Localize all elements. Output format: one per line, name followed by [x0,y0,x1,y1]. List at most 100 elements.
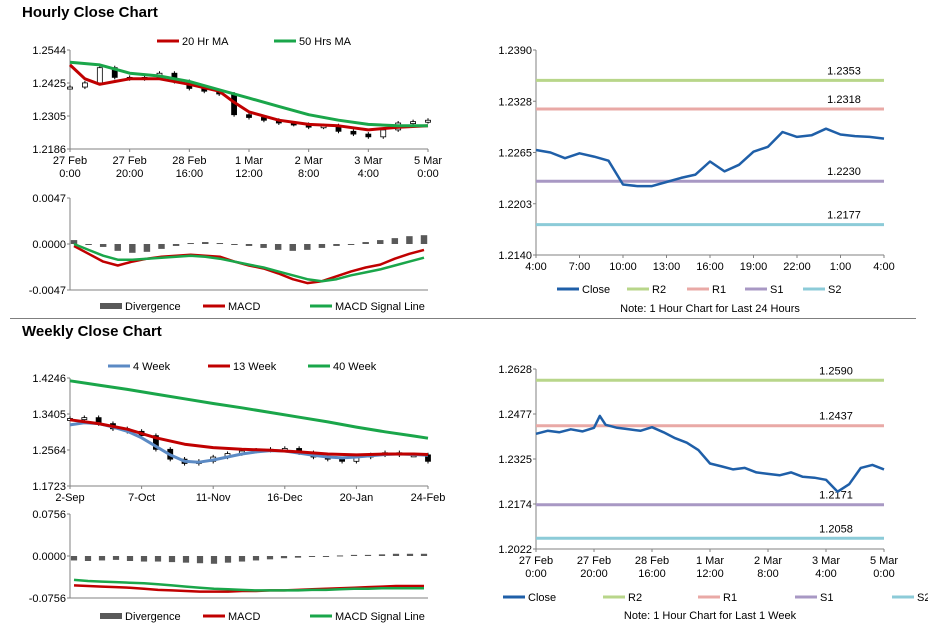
weekly_pivots-x-tick-label: 3 Mar [812,555,840,567]
weekly_pivots-y-tick-label: 1.2174 [498,499,532,511]
divergence-bar [322,556,330,557]
weekly_pivots-y-tick-label: 1.2628 [498,364,532,376]
hourly_price-x-tick-label: 8:00 [298,168,319,180]
hourly_price-x-tick-label: 20:00 [116,168,144,180]
level-label-r2: 1.2590 [819,365,853,377]
divergence-bar [182,556,190,563]
divergence-bar [266,556,274,560]
hourly_pivots-x-tick-label: 13:00 [653,261,681,273]
legend-20-hr-ma-label: 20 Hr MA [182,36,229,48]
divergence-bar [187,243,194,245]
weekly_pivots-x-tick-label: 27 Feb [519,555,553,567]
hourly_macd-y-tick-label: -0.0047 [29,285,66,297]
weekly_pivots-x-tick-label: 4:00 [815,568,836,580]
hourly_price-x-tick-label: 3 Mar [354,155,382,167]
candle-body [246,114,252,118]
divergence-bar [308,556,316,557]
hourly_macd-y-tick-label: 0.0000 [32,239,66,251]
divergence-bar [129,244,136,253]
hourly_pivots-x-tick-label: 16:00 [696,261,724,273]
divergence-bar [70,556,78,561]
weekly_price-x-tick-label: 2-Sep [55,492,84,504]
hourly-section-title: Hourly Close Chart [22,4,158,21]
weekly_pivots-x-tick-label: 0:00 [525,568,546,580]
divergence-bar [420,553,428,556]
weekly_price-y-tick-label: 1.2564 [32,445,66,457]
candle-body [350,130,357,135]
hourly_price-x-tick-label: 12:00 [235,168,263,180]
hourly_pivots-x-tick-label: 7:00 [569,261,590,273]
weekly_pivots-x-tick-label: 20:00 [580,568,608,580]
legend-s1-label: S1 [770,284,783,296]
legend-4-week-label: 4 Week [133,361,171,373]
divergence-bar [140,556,148,562]
hourly_pivots-y-tick-label: 1.2265 [498,148,532,160]
level-label-s2: 1.2177 [827,210,861,222]
divergence-bar [231,244,238,245]
legend-r1-label: R1 [723,592,737,604]
divergence-bar [420,235,428,244]
hourly_pivots-y-tick-label: 1.2140 [498,250,532,262]
candle-body [67,86,73,90]
weekly_pivots-x-tick-label: 16:00 [638,568,666,580]
legend-13-week-label: 13 Week [233,361,277,373]
divergence-bar [98,556,106,561]
divergence-bar [168,556,176,563]
divergence-bar [84,556,92,561]
legend-r2-label: R2 [652,284,666,296]
hourly_pivots-x-tick-label: 4:00 [525,261,546,273]
legend-r2-label: R2 [628,592,642,604]
hourly_price-y-tick-label: 1.2425 [32,78,66,90]
weekly_pivots-x-tick-label: 5 Mar [870,555,898,567]
hourly_pivots-y-tick-label: 1.2203 [498,199,532,211]
weekly_pivots-x-tick-label: 27 Feb [577,555,611,567]
level-label-r2: 1.2353 [827,65,861,77]
weekly_pivots-series-close [535,414,885,493]
weekly_price-x-tick-label: 7-Oct [128,492,155,504]
divergence-bar [406,236,413,244]
divergence-bar [210,556,218,564]
hourly_macd-y-tick-label: 0.0047 [32,193,66,205]
legend-50-hrs-ma-label: 50 Hrs MA [299,36,352,48]
hourly_pivots-x-tick-label: 1:00 [830,261,851,273]
candle-body [365,133,372,138]
weekly_pivots-x-tick-label: 0:00 [873,568,894,580]
legend-r1-label: R1 [712,284,726,296]
hourly_price-x-tick-label: 0:00 [417,168,438,180]
divergence-bar [252,556,260,561]
weekly_price-x-tick-label: 24-Feb [411,492,446,504]
divergence-bar [245,244,253,246]
hourly_price-x-tick-label: 27 Feb [113,155,147,167]
divergence-bar [336,555,344,557]
divergence-bar [406,553,414,556]
hourly_pivots-x-tick-label: 22:00 [783,261,811,273]
level-label-r1: 1.2318 [827,94,861,106]
candle-body [81,417,88,421]
candle-body [153,435,159,450]
candle-body [425,119,431,123]
hourly_price-x-tick-label: 27 Feb [53,155,87,167]
divergence-bar [158,244,165,249]
hourly_pivots-x-tick-label: 19:00 [740,261,768,273]
hourly_pivots-note: Note: 1 Hour Chart for Last 24 Hours [620,303,800,315]
legend-macd-signal-line-label: MACD Signal Line [335,611,425,623]
weekly-section-title: Weekly Close Chart [22,323,162,340]
divergence-bar [392,553,400,556]
divergence-bar [362,242,369,244]
weekly_pivots-y-tick-label: 1.2022 [498,544,532,556]
legend-close-label: Close [582,284,610,296]
divergence-bar [99,244,107,247]
divergence-bar [202,242,209,244]
weekly_pivots-y-tick-label: 1.2477 [498,409,532,421]
hourly_pivots-y-tick-label: 1.2328 [498,96,532,108]
weekly_pivots-x-tick-label: 1 Mar [696,555,724,567]
hourly_price-y-tick-label: 1.2186 [32,144,66,156]
weekly_pivots-x-tick-label: 8:00 [757,568,778,580]
divergence-bar [364,554,372,556]
divergence-bar [274,244,282,250]
weekly_pivots-y-tick-label: 1.2325 [498,454,532,466]
divergence-bar [260,244,267,248]
weekly_pivots-x-tick-label: 28 Feb [635,555,669,567]
divergence-bar [114,244,121,251]
